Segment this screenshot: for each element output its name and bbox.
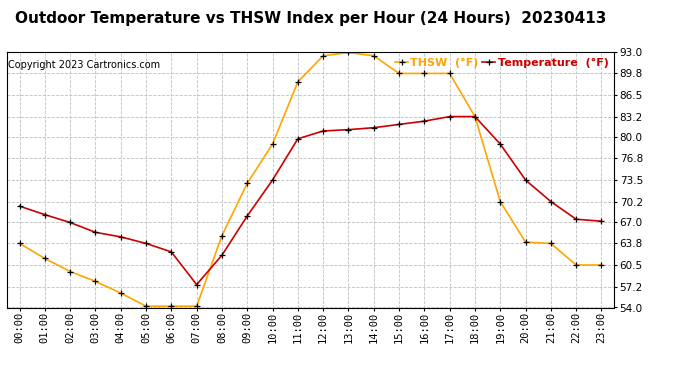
Legend: THSW  (°F), Temperature  (°F): THSW (°F), Temperature (°F): [391, 54, 613, 73]
Text: Copyright 2023 Cartronics.com: Copyright 2023 Cartronics.com: [8, 60, 160, 70]
Text: Outdoor Temperature vs THSW Index per Hour (24 Hours)  20230413: Outdoor Temperature vs THSW Index per Ho…: [14, 11, 607, 26]
